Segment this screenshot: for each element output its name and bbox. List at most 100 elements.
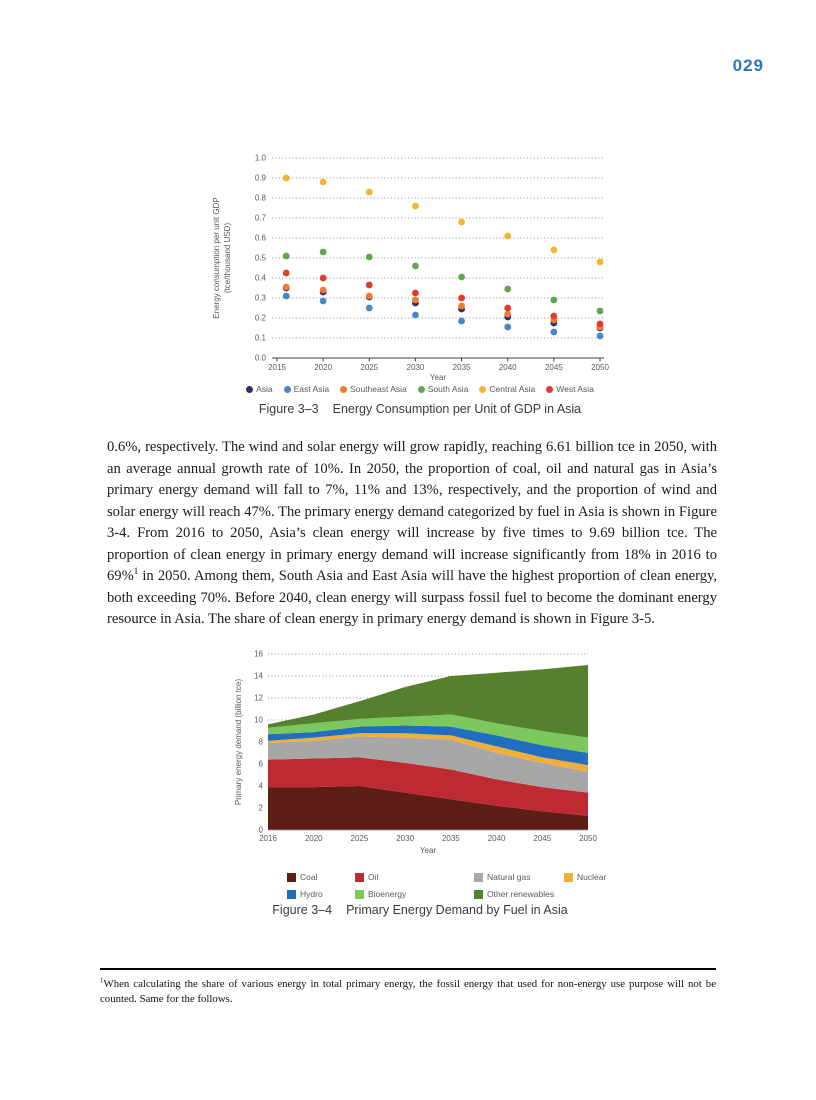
svg-text:0.2: 0.2: [255, 314, 267, 323]
data-points: [282, 174, 604, 340]
legend-label: Hydro: [300, 889, 323, 899]
svg-text:0.6: 0.6: [255, 234, 267, 243]
figure-3-3: 0.0 0.1 0.2 0.3 0.4 0.5 0.6 0.7 0.8 0.9 1.0 2015 202…: [210, 150, 630, 420]
figure-3-3-label: Figure 3–3: [258, 402, 319, 416]
figure-3-4-label: Figure 3–4: [272, 903, 333, 917]
legend-label: Southeast Asia: [350, 384, 407, 394]
legend-label: Bioenergy: [368, 889, 407, 899]
legend-dot: [340, 385, 348, 393]
svg-text:6: 6: [259, 760, 264, 769]
legend-item: Nuclear: [564, 872, 644, 882]
legend-label: Oil: [368, 872, 379, 882]
legend-item: East Asia: [283, 384, 329, 394]
legend-swatch: [355, 872, 364, 882]
x-axis-title: Year: [420, 846, 437, 855]
area-chart-legend: Coal Oil Natural gas Nuclear Hydro Bioenergy O…: [287, 872, 644, 899]
svg-text:14: 14: [254, 672, 263, 681]
paragraph-text-1: 0.6%, respectively. The wind and solar e…: [107, 439, 717, 584]
legend-item: Bioenergy: [355, 889, 474, 899]
gridlines: [272, 157, 604, 339]
svg-text:2040: 2040: [488, 834, 506, 843]
legend-dot: [283, 385, 291, 393]
svg-text:0.5: 0.5: [255, 254, 267, 263]
legend-swatch: [564, 872, 573, 882]
svg-text:2020: 2020: [314, 363, 332, 372]
svg-text:2: 2: [259, 804, 264, 813]
legend-item: Natural gas: [474, 872, 564, 882]
footnote-marker: 1: [100, 976, 104, 985]
legend-item: West Asia: [546, 384, 594, 394]
svg-text:2016: 2016: [259, 834, 277, 843]
legend-item: Other renewables: [474, 889, 564, 899]
figure-3-4-caption: Figure 3–4 Primary Energy Demand by Fuel …: [210, 903, 630, 917]
area-chart-primary-energy-demand: 0 2 4 6 8 10 12 14 16 2016 2020 2025 2030 2035 2040 204…: [234, 650, 597, 856]
svg-text:0.0: 0.0: [255, 354, 267, 363]
svg-text:2030: 2030: [396, 834, 414, 843]
svg-text:10: 10: [254, 716, 263, 725]
x-axis-tick-labels: 2015 2020 2025 2030 2035 2040 2045 2050: [268, 358, 609, 372]
legend-dot: [246, 385, 254, 393]
footnote-reference: 1: [133, 566, 139, 577]
svg-text:2030: 2030: [407, 363, 425, 372]
legend-label: Coal: [300, 872, 318, 882]
legend-item: Central Asia: [479, 384, 535, 394]
legend-item: Asia: [246, 384, 273, 394]
footnote-divider: [100, 968, 716, 970]
figure-3-4: 0 2 4 6 8 10 12 14 16 2016 2020 2025 2030 2035 2040 204…: [210, 645, 630, 930]
svg-text:0.1: 0.1: [255, 334, 267, 343]
svg-text:0.8: 0.8: [255, 194, 267, 203]
svg-text:2035: 2035: [442, 834, 460, 843]
svg-text:0.3: 0.3: [255, 294, 267, 303]
svg-text:2050: 2050: [591, 363, 609, 372]
svg-text:4: 4: [259, 782, 264, 791]
figure-3-4-title: Primary Energy Demand by Fuel in Asia: [346, 903, 568, 917]
legend-label: Nuclear: [577, 872, 607, 882]
legend-label: Natural gas: [487, 872, 531, 882]
y-axis-tick-labels: 0.0 0.1 0.2 0.3 0.4 0.5 0.6 0.7 0.8 0.9 1.0: [255, 154, 267, 363]
figure-3-3-title: Energy Consumption per Unit of GDP in As…: [332, 402, 582, 416]
legend-item: South Asia: [417, 384, 469, 394]
svg-text:2020: 2020: [305, 834, 323, 843]
paragraph-text-2: in 2050. Among them, South Asia and East…: [107, 568, 717, 627]
svg-text:2045: 2045: [533, 834, 551, 843]
svg-text:16: 16: [254, 650, 263, 659]
legend-swatch: [474, 872, 483, 882]
legend-item: Oil: [355, 872, 474, 882]
svg-text:2040: 2040: [499, 363, 517, 372]
legend-label: Central Asia: [489, 384, 536, 394]
y-axis-title: Primary energy demand (billion tce): [234, 679, 243, 806]
body-paragraph: 0.6%, respectively. The wind and solar e…: [107, 437, 717, 631]
legend-swatch: [287, 872, 296, 882]
y-axis-title: Energy consumption per unit GDP: [212, 197, 221, 318]
legend-label: South Asia: [427, 384, 469, 394]
x-axis-tick-labels: 2016 2020 2025 2030 2035 2040 2045 2050: [259, 834, 597, 843]
svg-text:2035: 2035: [453, 363, 471, 372]
legend-label: West Asia: [556, 384, 594, 394]
svg-text:0: 0: [259, 826, 264, 835]
svg-text:0.7: 0.7: [255, 214, 267, 223]
legend-dot: [479, 385, 487, 393]
svg-text:1.0: 1.0: [255, 154, 267, 163]
y-axis-title: (tce/thousand USD): [223, 223, 232, 294]
svg-text:0.4: 0.4: [255, 274, 267, 283]
svg-text:2015: 2015: [268, 363, 286, 372]
legend-item: Southeast Asia: [340, 384, 407, 394]
svg-text:8: 8: [259, 738, 264, 747]
figure-3-3-caption: Figure 3–3 Energy Consumption per Unit of…: [210, 402, 630, 416]
stacked-areas: [268, 665, 588, 830]
legend-dot: [546, 385, 554, 393]
svg-text:2025: 2025: [351, 834, 369, 843]
legend-dot: [417, 385, 425, 393]
scatter-chart-legend: Asia East Asia Southeast Asia South Asia Cen…: [210, 384, 630, 394]
footnote: 1When calculating the share of various e…: [100, 977, 716, 1007]
svg-text:0.9: 0.9: [255, 174, 267, 183]
legend-label: Other renewables: [487, 889, 555, 899]
svg-text:2050: 2050: [579, 834, 597, 843]
legend-swatch: [287, 889, 296, 899]
svg-text:2045: 2045: [545, 363, 563, 372]
y-axis-tick-labels: 0 2 4 6 8 10 12 14 16: [254, 650, 263, 835]
legend-label: Asia: [256, 384, 273, 394]
x-axis-title: Year: [430, 373, 447, 380]
page-number: 029: [732, 56, 764, 75]
